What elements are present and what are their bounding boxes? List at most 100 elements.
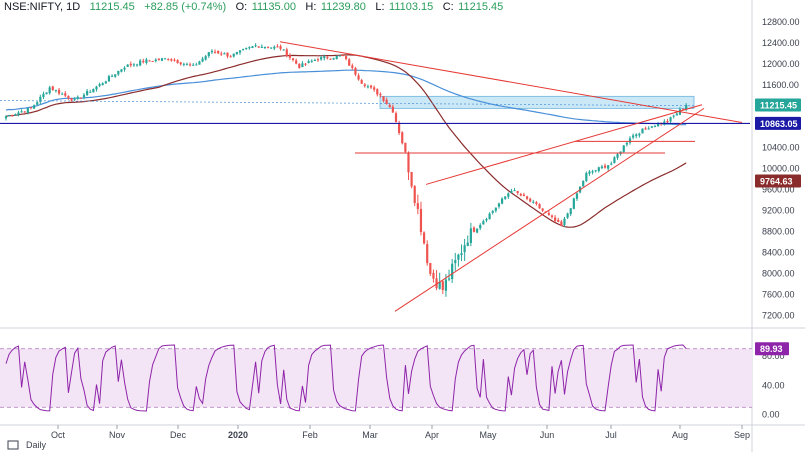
candle-body [98,84,101,86]
candle-body [594,170,597,172]
candle-body [298,63,301,68]
candle-body [266,46,270,48]
candle-body [607,165,610,169]
candle-body [466,242,469,246]
stoch-value-badge [755,342,789,356]
stoch-rsi-line [5,344,687,412]
candle-body [79,97,82,99]
time-tick-label: Sep [734,430,750,440]
expand-icon[interactable] [7,440,19,450]
candle-body [170,59,173,61]
candle-body [348,59,351,66]
candle-body [139,60,142,66]
candle-body [145,59,148,63]
interval-footer-label[interactable]: Daily [26,440,47,450]
candle-body [223,53,226,55]
price-tick-label: 12800.00 [762,17,800,27]
candle-body [179,62,182,65]
candle-body [479,224,482,229]
descending-resistance-line [279,41,743,124]
candle-body [245,48,248,50]
candle-body [323,56,326,59]
candle-body [310,60,313,62]
price-badges: 11215.45 10863.05 9764.63 [755,98,801,188]
candle-body [201,58,204,62]
candle-body [135,64,139,66]
candle-body [491,210,494,213]
stoch-tick-label: 80.00 [762,351,785,361]
candle-body [151,61,154,63]
candle-body [394,113,398,123]
low-value: 11103.15 [389,1,433,13]
candle-body [413,186,416,204]
candle-body [426,244,429,264]
candle-body [291,58,295,61]
candle-body [288,55,292,58]
candle-body [20,111,23,113]
candle-body [566,213,569,218]
candle-body [123,67,126,70]
candle-body [76,96,79,99]
candle-body [376,89,379,95]
candle-body [198,61,201,65]
candle-body [354,68,357,75]
time-tick-label: 2020 [228,430,248,440]
time-tick-label: Aug [672,430,688,440]
candle-body [516,190,519,194]
rising-support-line [394,107,705,312]
candle-body [104,81,107,84]
candle-body [54,90,58,92]
candle-body [341,55,345,57]
high-label: H: [305,1,316,13]
price-axis[interactable]: 12800.00 12400.00 12000.00 11600.00 10400.00… [762,17,800,321]
candle-body [407,152,410,173]
candle-body [195,64,198,66]
candle-body [525,196,529,199]
candle-body [497,203,501,207]
candle-body [435,278,438,289]
resistance-zone-layer [379,95,695,109]
stoch-value-label: 89.93 [760,344,783,354]
candle-body [519,193,522,196]
candle-body [110,75,114,77]
time-tick-label: Mar [362,430,378,440]
time-axis[interactable]: Oct Nov Dec 2020 Feb Mar Apr May Jun Jul Aug Sep [51,425,750,440]
candle-body [616,154,619,158]
candle-body [217,50,220,54]
time-tick-label: Jul [605,430,617,440]
candle-body [451,263,454,280]
candle-body [210,50,214,53]
candle-body [591,171,594,173]
candle-body [656,123,660,127]
price-tick-label: 11600.00 [762,80,799,90]
resistance-zone [379,95,695,109]
candle-body [572,198,575,209]
symbol-label[interactable]: NSE:NIFTY, 1D [4,1,80,13]
candle-body [388,104,391,108]
candle-body [454,260,457,264]
header-legend[interactable]: NSE:NIFTY, 1D 11215.45 +82.85 (+0.74%) O… [4,0,503,14]
candle-body [416,203,419,209]
candle-body [610,163,613,165]
candle-body [14,114,17,116]
candle-body [529,198,532,202]
candle-body [507,193,510,197]
trendlines-layer [0,41,750,312]
candle-body [398,122,401,133]
candle-body [192,64,195,66]
price-tick-label: 8400.00 [762,248,795,258]
candle-body [373,87,376,90]
candle-body [532,201,535,203]
candle-body [279,46,282,49]
candle-body [117,70,120,75]
candle-body [469,228,472,243]
ma-fast-line [5,54,687,228]
candle-body [335,55,338,59]
candle-body [313,59,316,61]
candle-body [242,49,245,51]
candle-body [185,63,189,65]
candle-body [385,99,388,104]
candle-body [685,104,688,110]
candle-body [73,98,76,100]
